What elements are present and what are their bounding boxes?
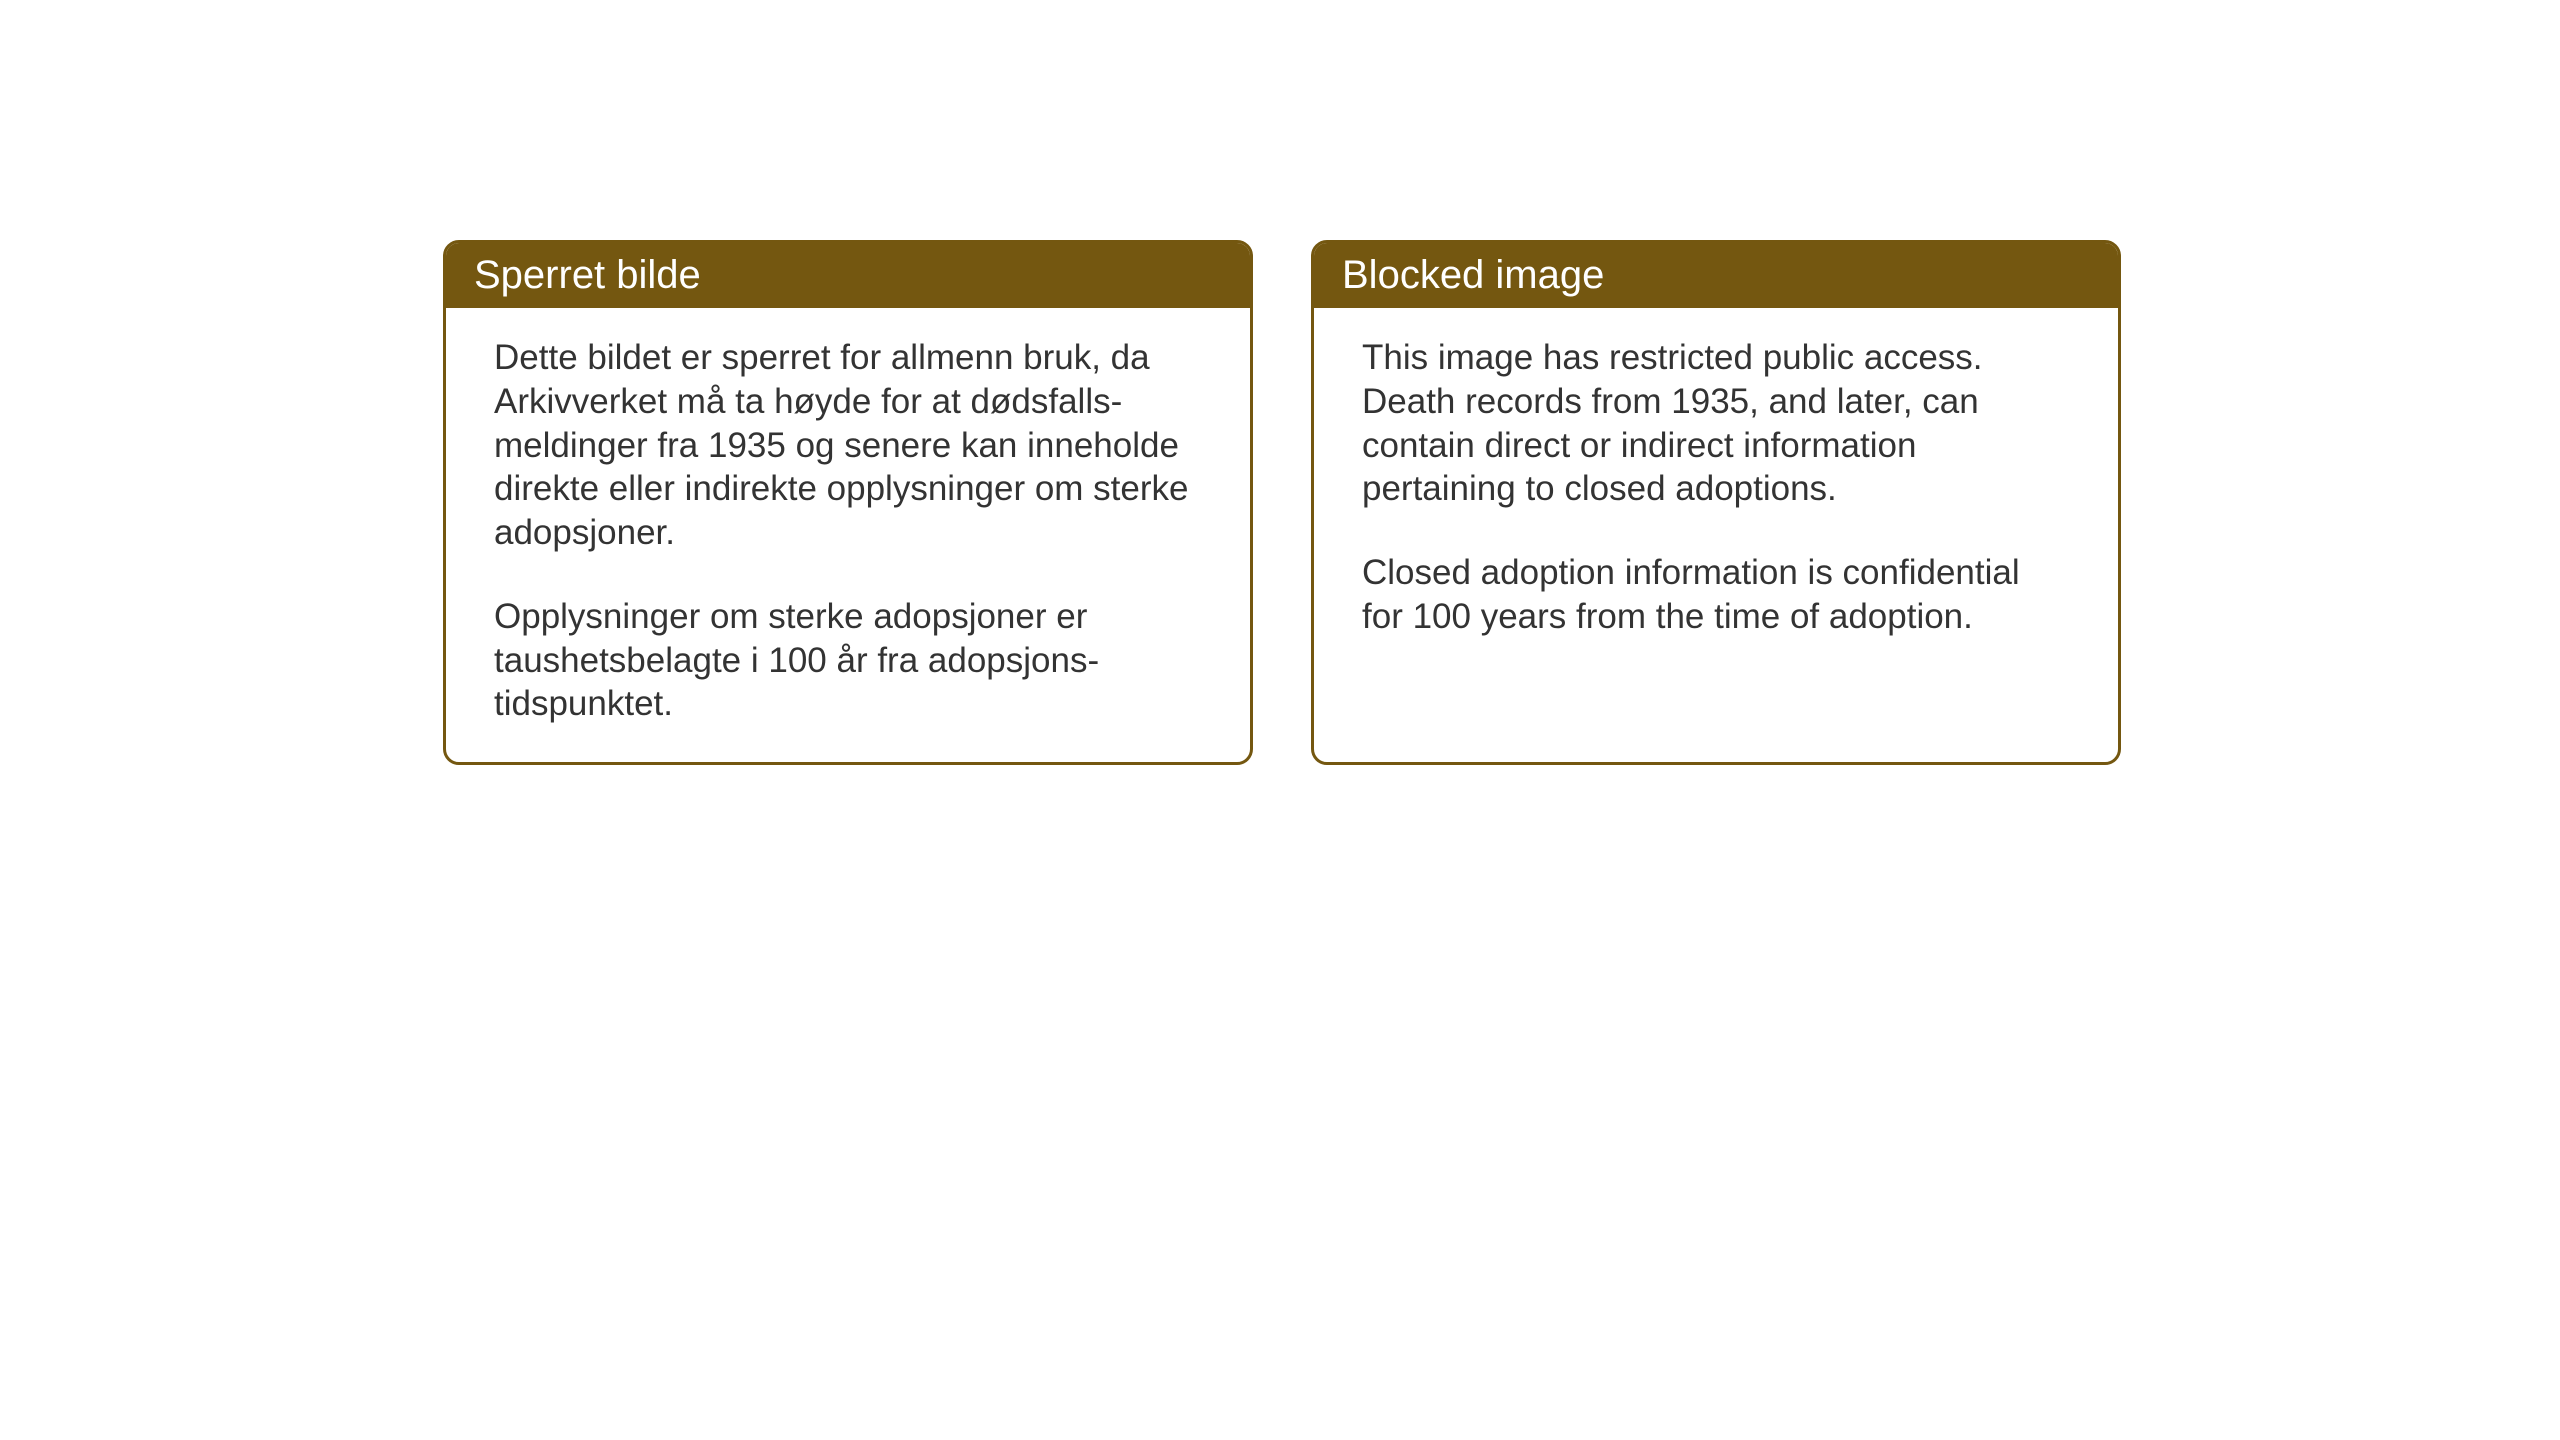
card-header-english: Blocked image — [1314, 243, 2118, 308]
card-body-english: This image has restricted public access.… — [1314, 308, 2118, 675]
notice-card-english: Blocked image This image has restricted … — [1311, 240, 2121, 765]
card-paragraph-1-norwegian: Dette bildet er sperret for allmenn bruk… — [494, 336, 1202, 555]
card-paragraph-2-norwegian: Opplysninger om sterke adopsjoner er tau… — [494, 595, 1202, 726]
notice-card-norwegian: Sperret bilde Dette bildet er sperret fo… — [443, 240, 1253, 765]
card-body-norwegian: Dette bildet er sperret for allmenn bruk… — [446, 308, 1250, 762]
card-title-norwegian: Sperret bilde — [474, 253, 701, 297]
card-header-norwegian: Sperret bilde — [446, 243, 1250, 308]
notice-container: Sperret bilde Dette bildet er sperret fo… — [443, 240, 2121, 765]
card-paragraph-2-english: Closed adoption information is confident… — [1362, 551, 2070, 639]
card-title-english: Blocked image — [1342, 253, 1604, 297]
card-paragraph-1-english: This image has restricted public access.… — [1362, 336, 2070, 511]
